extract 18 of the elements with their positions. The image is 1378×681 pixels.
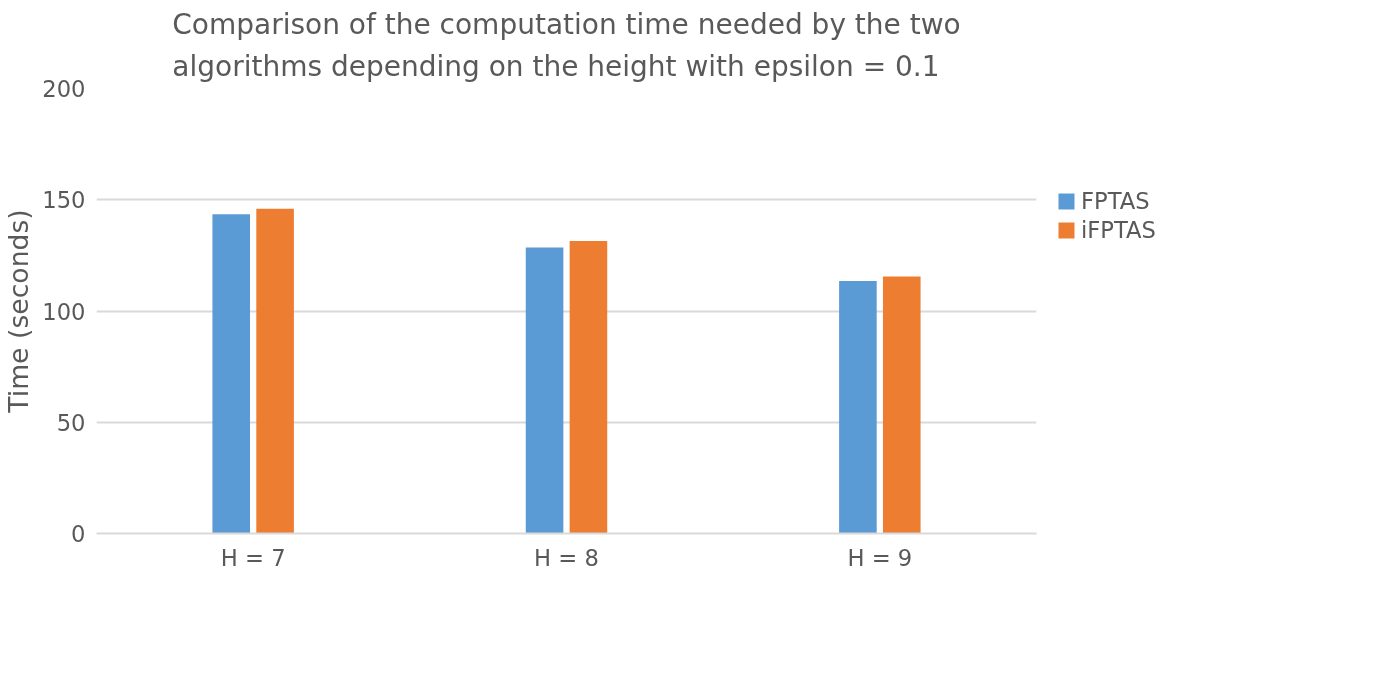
bar xyxy=(839,280,877,534)
x-tick-label: H = 8 xyxy=(534,544,599,571)
y-tick-label: 200 xyxy=(42,76,86,102)
bar xyxy=(569,240,608,534)
legend-label: iFPTAS xyxy=(1081,217,1156,243)
bar xyxy=(525,247,564,534)
y-tick-label: 100 xyxy=(42,298,86,325)
chart-title: Comparison of the computation time needed by the two algorithms depending on the height with epsilon = 0.1 xyxy=(172,7,961,84)
legend-label: FPTAS xyxy=(1081,188,1150,214)
x-tick-label: H = 9 xyxy=(847,544,913,571)
y-tick-label: 150 xyxy=(42,187,86,214)
y-tick-label: 50 xyxy=(56,409,86,436)
bar xyxy=(256,208,294,534)
y-tick-label: 0 xyxy=(71,521,86,547)
x-tick-label: H = 7 xyxy=(220,544,286,571)
y-axis-title: Time (seconds) xyxy=(3,209,35,414)
bar xyxy=(882,276,921,534)
bar xyxy=(212,214,251,534)
